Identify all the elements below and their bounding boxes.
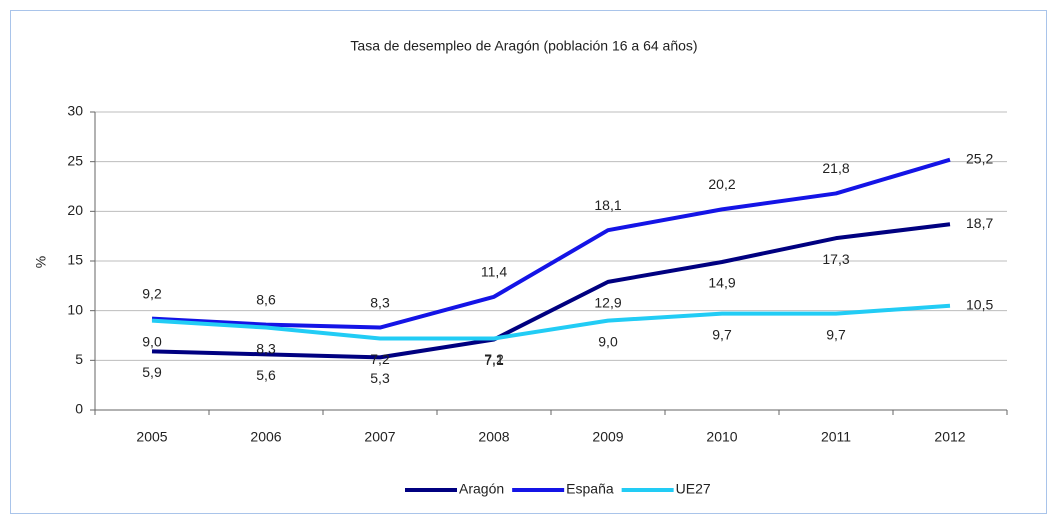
data-label: 9,7 xyxy=(826,326,846,342)
legend-label: España xyxy=(566,481,614,497)
x-tick-label: 2006 xyxy=(250,429,281,445)
data-label: 7,2 xyxy=(370,351,390,367)
y-tick-label: 0 xyxy=(75,401,83,417)
chart-border xyxy=(10,10,1047,514)
data-label: 14,9 xyxy=(708,275,735,291)
data-label: 9,2 xyxy=(142,285,162,301)
data-label: 8,3 xyxy=(256,340,276,356)
x-tick-label: 2012 xyxy=(934,429,965,445)
y-tick-label: 20 xyxy=(67,202,83,218)
data-label: 20,2 xyxy=(708,176,735,192)
data-label: 8,3 xyxy=(370,294,390,310)
data-label: 21,8 xyxy=(822,160,849,176)
x-tick-label: 2008 xyxy=(478,429,509,445)
y-tick-label: 15 xyxy=(67,252,83,268)
data-label: 7,1 xyxy=(484,352,504,368)
y-tick-label: 25 xyxy=(67,152,83,168)
data-label: 12,9 xyxy=(594,295,621,311)
x-tick-label: 2005 xyxy=(136,429,167,445)
y-tick-label: 10 xyxy=(67,301,83,317)
series-line xyxy=(151,222,951,360)
chart-title: Tasa de desempleo de Aragón (población 1… xyxy=(350,38,697,54)
data-label: 5,6 xyxy=(256,367,276,383)
data-label: 9,7 xyxy=(712,326,732,342)
data-label: 10,5 xyxy=(966,296,993,312)
data-label: 7,2 xyxy=(484,351,504,367)
legend-label: Aragón xyxy=(459,481,504,497)
data-label: 18,1 xyxy=(594,197,621,213)
x-tick-label: 2011 xyxy=(821,429,851,445)
x-tick-label: 2009 xyxy=(592,429,623,445)
data-label: 5,3 xyxy=(370,370,390,386)
data-label: 18,7 xyxy=(966,215,993,231)
data-label: 5,9 xyxy=(142,364,162,380)
data-label: 9,0 xyxy=(142,333,162,349)
y-axis-label: % xyxy=(33,256,49,268)
series-line xyxy=(151,157,951,330)
x-tick-label: 2010 xyxy=(706,429,737,445)
data-label: 11,4 xyxy=(481,263,507,279)
series-line xyxy=(151,303,951,341)
data-label: 8,6 xyxy=(256,291,276,307)
legend-label: UE27 xyxy=(676,481,711,497)
x-tick-label: 2007 xyxy=(364,429,395,445)
y-tick-label: 5 xyxy=(75,351,83,367)
data-label: 25,2 xyxy=(966,150,993,166)
data-label: 17,3 xyxy=(822,251,849,267)
y-tick-label: 30 xyxy=(67,103,83,119)
data-label: 9,0 xyxy=(598,333,618,349)
